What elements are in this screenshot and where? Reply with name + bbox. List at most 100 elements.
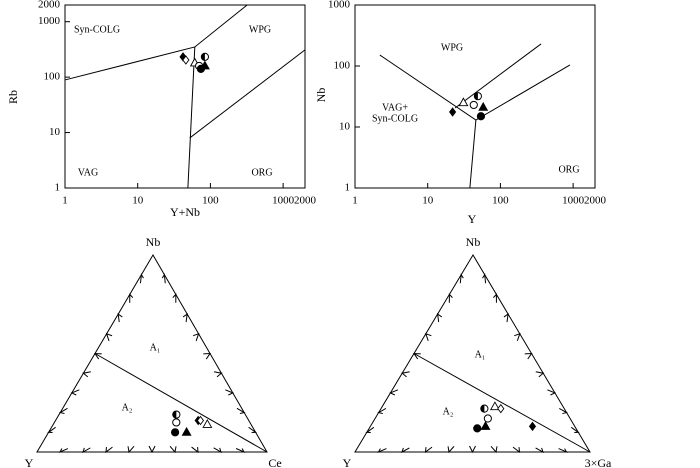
x-tick-label: 100 <box>202 195 219 207</box>
sample-point <box>181 426 192 436</box>
side-tick <box>235 448 246 454</box>
ternary-frame <box>36 254 268 453</box>
side-tick <box>82 447 91 454</box>
marker-shape <box>480 420 491 430</box>
side-tick <box>401 447 410 454</box>
marker-shape <box>489 401 500 411</box>
sample-point <box>469 100 478 110</box>
field-label: A₂ <box>122 402 133 413</box>
marker-half <box>201 53 205 61</box>
side-tick <box>365 426 375 433</box>
marker-shape <box>171 428 180 437</box>
marker-shape <box>476 112 486 121</box>
side-tick <box>105 446 113 454</box>
x-tick-label: 10 <box>422 195 434 207</box>
side-tick <box>248 426 258 433</box>
side-tick <box>535 447 544 454</box>
side-tick <box>570 426 580 433</box>
field-boundary <box>189 49 306 139</box>
sample-point <box>473 92 482 101</box>
field-label: VAG+ <box>382 102 408 113</box>
side-tick <box>117 313 123 323</box>
x-tick-label: 2000 <box>294 195 317 207</box>
side-tick <box>82 371 91 378</box>
apex-label: Nb <box>466 235 481 249</box>
side-tick <box>469 445 476 454</box>
side-tick <box>47 426 56 433</box>
field-boundary <box>379 54 571 121</box>
sample-point <box>171 428 180 437</box>
marker-shape <box>449 107 457 117</box>
sample-point <box>480 404 489 413</box>
apex-label: Nb <box>146 235 161 249</box>
field-label: VAG <box>78 167 98 178</box>
side-tick <box>192 332 200 342</box>
y-tick-label: 1 <box>345 182 351 194</box>
side-tick <box>424 332 432 342</box>
marker-half <box>480 405 485 413</box>
sample-point <box>202 418 213 428</box>
side-tick <box>512 446 521 454</box>
sample-point <box>196 415 205 426</box>
sample-point <box>476 112 486 121</box>
x-tick-label: 2000 <box>584 195 607 207</box>
apex-label: Ce <box>268 456 281 468</box>
sample-point <box>478 101 489 111</box>
field-label: A₂ <box>443 406 454 417</box>
marker-shape <box>199 60 210 70</box>
x-tick-label: 1000 <box>562 195 585 207</box>
x-tick-label: 100 <box>492 195 509 207</box>
apex-label: 3×Ga <box>585 456 612 468</box>
apex-label: Y <box>343 456 352 468</box>
field-label: A₁ <box>150 342 161 353</box>
side-tick <box>58 448 69 454</box>
side-tick <box>447 446 455 454</box>
x-axis-title: Y+Nb <box>170 205 200 219</box>
marker-shape <box>473 424 482 433</box>
side-tick <box>448 293 453 303</box>
marker-shape <box>497 403 505 414</box>
side-tick <box>225 389 235 396</box>
plot-frame <box>64 4 306 189</box>
side-tick <box>436 313 443 323</box>
side-tick <box>58 407 68 415</box>
y-axis-title: Nb <box>314 88 328 103</box>
y-tick-label: 10 <box>339 121 351 133</box>
field-boundary <box>187 46 196 189</box>
marker-half <box>474 92 478 100</box>
side-tick <box>559 407 568 415</box>
marker-half <box>172 410 177 419</box>
y-axis-title: Rb <box>6 90 20 104</box>
side-tick <box>213 371 223 378</box>
y-tick-label: 2000 <box>38 0 61 11</box>
side-tick <box>191 446 199 454</box>
field-label: WPG <box>249 24 271 35</box>
y-tick-label: 1 <box>55 182 61 194</box>
side-tick <box>514 332 521 342</box>
x-tick-label: 1000 <box>272 195 295 207</box>
field-label: Syn-COLG <box>74 24 120 35</box>
field-boundary <box>469 120 477 189</box>
sample-point <box>497 403 505 414</box>
field-boundary <box>413 353 591 453</box>
ternary-frame <box>354 254 591 453</box>
marker-shape <box>181 426 192 436</box>
y-tick-label: 1000 <box>38 15 61 27</box>
side-tick <box>524 352 533 360</box>
side-tick <box>105 332 113 342</box>
marker-shape <box>196 415 205 426</box>
side-tick <box>213 447 222 454</box>
field-label: ORG <box>251 167 272 178</box>
sample-point <box>473 424 482 433</box>
side-tick <box>547 389 557 396</box>
side-tick <box>558 448 568 454</box>
side-tick <box>169 445 177 454</box>
y-tick-label: 1000 <box>328 0 351 11</box>
y-tick-label: 100 <box>44 71 61 83</box>
marker-shape <box>478 101 489 111</box>
marker-shape <box>469 100 478 110</box>
side-tick <box>129 293 134 303</box>
field-label: A₁ <box>475 349 486 360</box>
y-tick-label: 100 <box>334 60 351 72</box>
